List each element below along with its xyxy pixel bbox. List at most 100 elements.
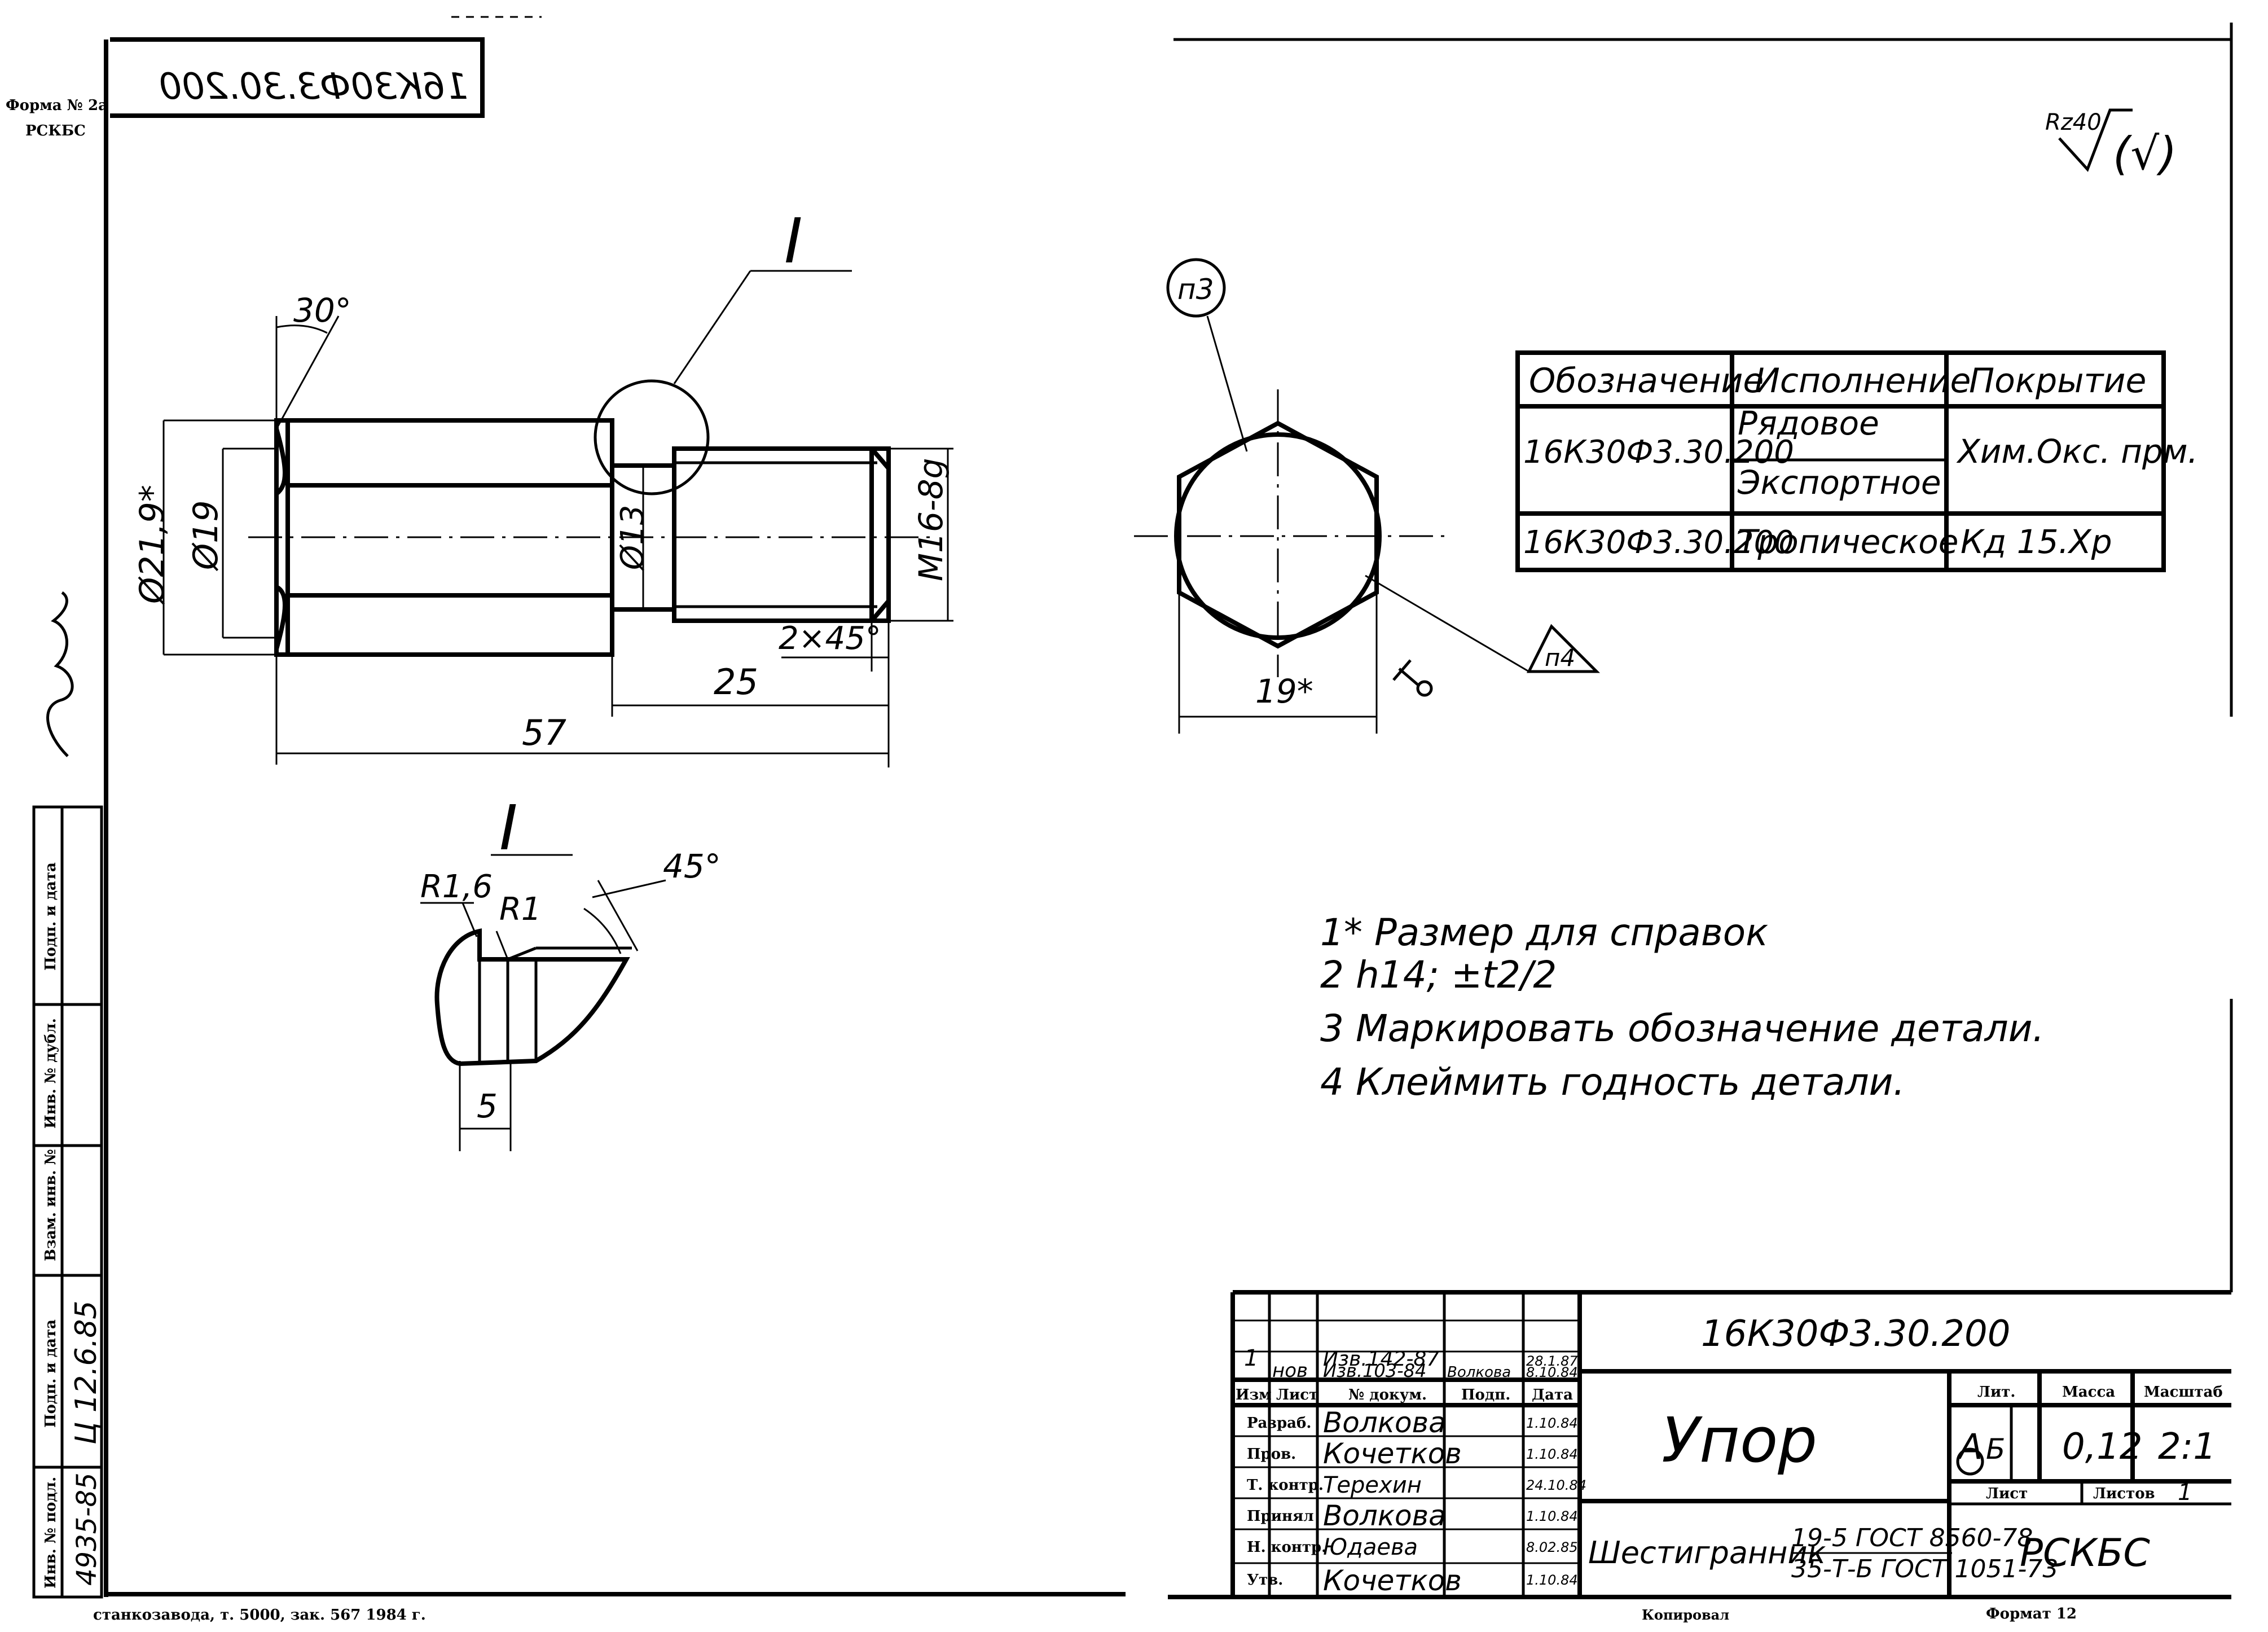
end-view: п3 п4 19* xyxy=(1134,258,1601,734)
vt-row1-code: 16К30Ф3.30.200 xyxy=(1523,434,1794,471)
vt-header-coating: Покрытие xyxy=(1969,361,2146,401)
section-mark-I: I xyxy=(784,205,802,277)
role-3-name: Терехин xyxy=(1323,1472,1422,1498)
note-2: 2 h14; ±t2/2 xyxy=(1320,953,1557,997)
vt-row1-variant1: Рядовое xyxy=(1738,404,1879,442)
tb-material-prefix: Шестигранник xyxy=(1588,1535,1826,1570)
tb-lit-value2: Б xyxy=(1986,1433,2005,1466)
tb-mass-label: Масса xyxy=(2062,1384,2115,1401)
margin-signature xyxy=(46,591,74,757)
side-row-label-5: Инв. № подл. xyxy=(42,1477,59,1589)
hdr-sign: Подп. xyxy=(1461,1387,1510,1403)
role-2: Пров. xyxy=(1247,1446,1296,1463)
dim-d-neck: Ø13 xyxy=(614,505,651,571)
chg1-date: 28.1.87 xyxy=(1526,1353,1578,1369)
tb-doc-code: 16К30Ф3.30.200 xyxy=(1701,1313,2010,1355)
hdr-list: Лист xyxy=(1276,1387,1318,1403)
chg2-sheet: нов xyxy=(1272,1359,1308,1382)
roughness-value: Rz40 xyxy=(2045,109,2102,135)
forma-label: Форма № 2a xyxy=(6,97,108,114)
detail-angle: 45° xyxy=(663,847,721,885)
vt-row2-code: 16К30Ф3.30.200 xyxy=(1523,524,1794,561)
hdr-doc: № докум. xyxy=(1348,1387,1427,1403)
tb-material-bottom: 35-Т-Б ГОСТ 1051-73 xyxy=(1791,1555,2058,1583)
tb-mass-value: 0,12 xyxy=(2062,1426,2143,1468)
dim-len-thread: 25 xyxy=(714,661,758,703)
vt-header-code: Обозначение xyxy=(1529,361,1764,401)
footer-print: станкозавода, т. 5000, зак. 567 1984 г. xyxy=(93,1607,426,1624)
dim-across-flats: 19* xyxy=(1255,672,1313,710)
tb-sheet-label: Лист xyxy=(1986,1485,2028,1502)
chg2-sign: Волкова xyxy=(1447,1364,1511,1381)
tb-scale-value: 2:1 xyxy=(2158,1426,2216,1468)
dim-len-total: 57 xyxy=(522,712,566,753)
dim-d-head: Ø19 xyxy=(186,500,226,572)
role-5: Н. контр. xyxy=(1247,1539,1326,1556)
mirrored-code-stamp: 16К30Ф3.30.200 xyxy=(110,37,485,118)
tb-material-top: 19-5 ГОСТ 8560-78 xyxy=(1791,1524,2033,1552)
hdr-date: Дата xyxy=(1532,1387,1573,1403)
callout-marking: п3 xyxy=(1177,273,1214,306)
dim-d-outer: Ø21,9* xyxy=(133,485,172,606)
detail-view: I R1,6 R1 45° 5 xyxy=(420,792,721,1151)
role-1: Разраб. xyxy=(1247,1415,1311,1432)
vt-row2-coating: Кд 15.Хр xyxy=(1961,523,2112,561)
chg1-num: 1 xyxy=(1244,1345,1258,1371)
copied-label: Копировал xyxy=(1642,1607,1729,1623)
role-1-name: Волкова xyxy=(1323,1406,1446,1439)
role-1-date: 1.10.84 xyxy=(1526,1415,1578,1431)
side-row-label-1: Подп. и дата xyxy=(42,862,59,971)
role-4-name: Волкова xyxy=(1323,1499,1446,1532)
side-view: I 30° Ø21,9* Ø19 Ø13 M16-8g 2×45° 25 xyxy=(133,205,953,767)
side-row-label-3: Взам. инв. № xyxy=(42,1149,59,1261)
chg2-date: 8.10.84 xyxy=(1526,1365,1578,1380)
vt-row1-coating: Хим.Окс. прм. xyxy=(1956,432,2198,471)
detail-title: I xyxy=(499,792,517,864)
tb-lit-label: Лит. xyxy=(1977,1384,2015,1401)
role-3-date: 24.10.84 xyxy=(1526,1477,1586,1493)
dim-angle-chamfer: 30° xyxy=(293,291,351,330)
role-6: Утв. xyxy=(1247,1572,1283,1589)
org-label: РСКБС xyxy=(25,122,86,139)
vt-header-variant: Исполнение xyxy=(1755,361,1971,401)
side-row-value-4: Ц 12.6.85 xyxy=(69,1301,103,1445)
side-stamp-table: Подп. и дата Инв. № дубл. Взам. инв. № П… xyxy=(32,805,103,1599)
variants-table: Обозначение Исполнение Покрытие 16К30Ф3.… xyxy=(1515,350,2198,572)
note-4: 4 Клеймить годность детали. xyxy=(1320,1060,1905,1104)
detail-r-small: R1 xyxy=(499,891,542,928)
roughness-symbol: Rz40 (√) xyxy=(2045,108,2177,180)
tb-sheets-label: Листов xyxy=(2093,1485,2155,1502)
role-4-date: 1.10.84 xyxy=(1526,1508,1578,1524)
tb-sheets-value: 1 xyxy=(2178,1480,2192,1506)
note-1: 1* Размер для справок xyxy=(1320,911,1768,954)
tb-scale-label: Масштаб xyxy=(2144,1384,2223,1401)
side-row-value-5: 4935-85 xyxy=(71,1472,103,1586)
mirrored-code-text: 16К30Ф3.30.200 xyxy=(159,66,468,108)
hdr-izm: Изм xyxy=(1236,1387,1272,1403)
role-2-date: 1.10.84 xyxy=(1526,1446,1578,1462)
role-5-name: Юдаева xyxy=(1323,1534,1418,1560)
notes: 1* Размер для справок 2 h14; ±t2/2 3 Мар… xyxy=(1320,911,2045,1104)
callout-stamp: п4 xyxy=(1545,644,1575,672)
side-row-label-2: Инв. № дубл. xyxy=(42,1018,59,1129)
dim-thread: M16-8g xyxy=(912,458,950,582)
detail-r-big: R1,6 xyxy=(420,868,493,905)
tb-org: РСКБС xyxy=(2020,1531,2150,1576)
title-block: 1 Изв.142-87 28.1.87 нов Изв.103-84 Волк… xyxy=(1230,1290,2231,1597)
tb-lit-value: А xyxy=(1957,1426,1983,1467)
vt-row2-variant1: Тропическое xyxy=(1738,523,1958,561)
format-label: Формат 12 xyxy=(1986,1605,2077,1622)
role-2-name: Кочетков xyxy=(1323,1437,1462,1470)
chg2-doc: Изв.103-84 xyxy=(1323,1360,1426,1381)
roughness-bracket: (√) xyxy=(2113,128,2177,180)
role-4: Принял xyxy=(1247,1508,1314,1525)
detail-width: 5 xyxy=(477,1087,498,1125)
tb-part-name: Упор xyxy=(1662,1404,1817,1476)
chg1-doc: Изв.142-87 xyxy=(1323,1348,1439,1371)
role-6-date: 1.10.84 xyxy=(1526,1572,1578,1588)
dim-chamfer: 2×45° xyxy=(779,620,881,657)
vt-row1-variant2: Экспортное xyxy=(1737,463,1941,502)
role-6-name: Кочетков xyxy=(1323,1564,1462,1597)
side-row-label-4: Подп. и дата xyxy=(42,1319,59,1428)
